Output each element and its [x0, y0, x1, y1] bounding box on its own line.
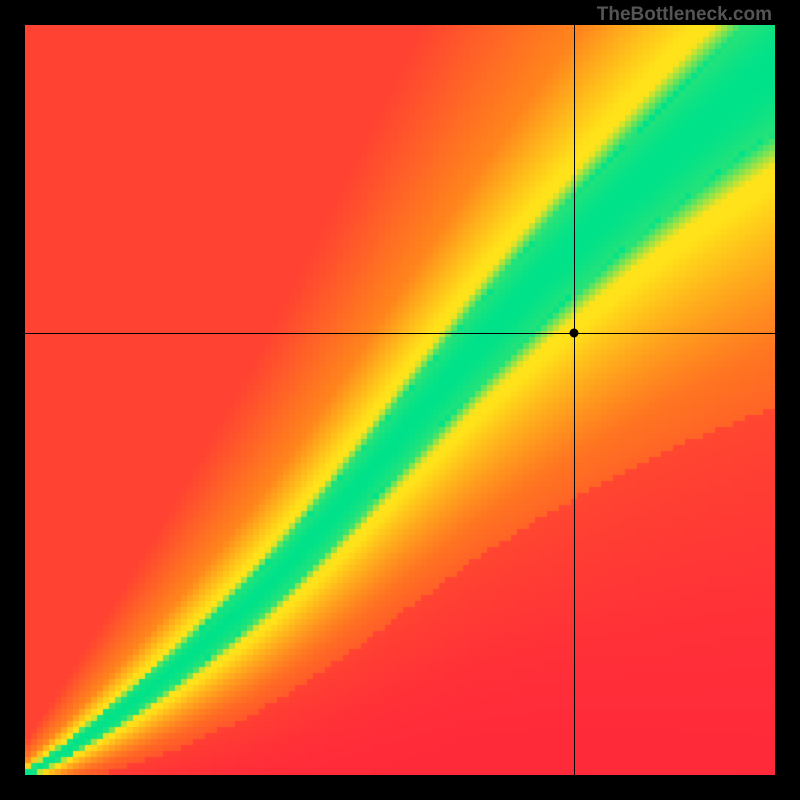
heatmap-plot: [25, 25, 775, 775]
crosshair-point: [570, 328, 579, 337]
watermark-text: TheBottleneck.com: [597, 4, 772, 26]
heatmap-canvas: [25, 25, 775, 775]
crosshair-vertical: [574, 25, 575, 775]
crosshair-horizontal: [25, 333, 775, 334]
